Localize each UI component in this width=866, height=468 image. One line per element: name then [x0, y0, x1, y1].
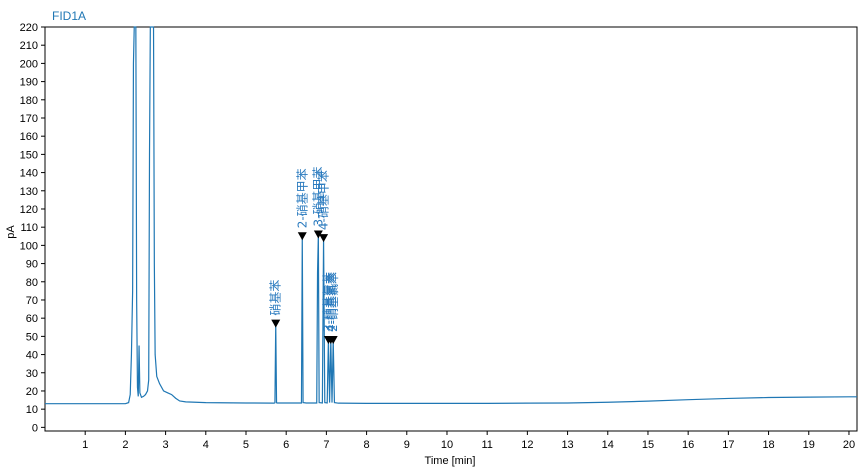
x-tick-label: 8	[364, 439, 370, 451]
peak-marker	[328, 336, 338, 345]
y-tick-label: 70	[26, 295, 38, 307]
y-tick-label: 60	[26, 313, 38, 325]
y-tick-label: 40	[26, 350, 38, 362]
x-tick-label: 5	[243, 439, 249, 451]
chart-title: FID1A	[52, 9, 86, 23]
x-axis-label: Time [min]	[425, 455, 476, 467]
peak-label: 硝基苯	[269, 280, 283, 316]
y-tick-label: 80	[26, 277, 38, 289]
y-axis: 0 10 20 30 40 50 60 70 80 90 100 110 120 130 140 150 160…	[20, 22, 45, 434]
x-tick-label: 2	[122, 439, 128, 451]
peak-marker	[297, 232, 307, 241]
x-tick-label: 12	[521, 439, 533, 451]
x-tick-label: 10	[441, 439, 453, 451]
y-tick-label: 120	[20, 204, 38, 216]
y-tick-label: 190	[20, 77, 38, 89]
x-tick-label: 11	[481, 439, 492, 451]
y-tick-label: 110	[20, 222, 38, 234]
y-tick-label: 220	[20, 22, 38, 34]
y-tick-label: 100	[20, 240, 38, 252]
peak-marker	[319, 234, 329, 243]
y-tick-label: 180	[20, 95, 38, 107]
x-tick-label: 13	[561, 439, 573, 451]
x-tick-label: 18	[762, 439, 774, 451]
peak-label: 2-硝基甲苯	[295, 168, 309, 228]
y-tick-label: 140	[20, 168, 38, 180]
series-line	[45, 26, 857, 405]
x-tick-label: 19	[803, 439, 815, 451]
y-tick-label: 30	[26, 368, 38, 380]
peak-label: 4-硝基氯苯	[324, 272, 338, 332]
x-tick-label: 16	[682, 439, 694, 451]
x-tick-label: 7	[323, 439, 329, 451]
y-tick-label: 200	[20, 58, 38, 70]
x-tick-label: 20	[843, 439, 855, 451]
x-tick-label: 3	[163, 439, 169, 451]
y-tick-label: 10	[26, 404, 38, 416]
y-tick-label: 210	[20, 40, 38, 52]
x-tick-label: 4	[203, 439, 209, 451]
x-tick-label: 9	[404, 439, 410, 451]
x-tick-label: 6	[283, 439, 289, 451]
peak-label: 2-硝基氯苯	[326, 272, 340, 332]
x-tick-label: 1	[82, 439, 88, 451]
plot-frame	[44, 26, 858, 432]
series-layer	[45, 26, 857, 405]
x-axis: 1 2 3 4 5 6 7 8 9 10 11 12 13 14 15 16 17 18 19 20	[82, 431, 855, 451]
x-tick-label: 14	[602, 439, 614, 451]
x-tick-label: 17	[722, 439, 734, 451]
y-tick-label: 50	[26, 331, 38, 343]
peak-label: 3-硝基甲苯	[311, 166, 325, 226]
y-axis-label: pA	[5, 225, 17, 239]
y-tick-label: 0	[32, 422, 38, 434]
y-tick-label: 20	[26, 386, 38, 398]
peak-marker	[271, 319, 281, 328]
x-tick-label: 15	[642, 439, 654, 451]
peak-label: 3-硝基氯苯	[321, 272, 335, 332]
y-tick-label: 170	[20, 113, 38, 125]
peak-marker	[313, 230, 323, 239]
peak-label: 4-硝基甲苯	[317, 170, 331, 230]
y-tick-label: 130	[20, 186, 38, 198]
y-tick-label: 90	[26, 259, 38, 271]
y-tick-label: 160	[20, 131, 38, 143]
y-tick-label: 150	[20, 149, 38, 161]
